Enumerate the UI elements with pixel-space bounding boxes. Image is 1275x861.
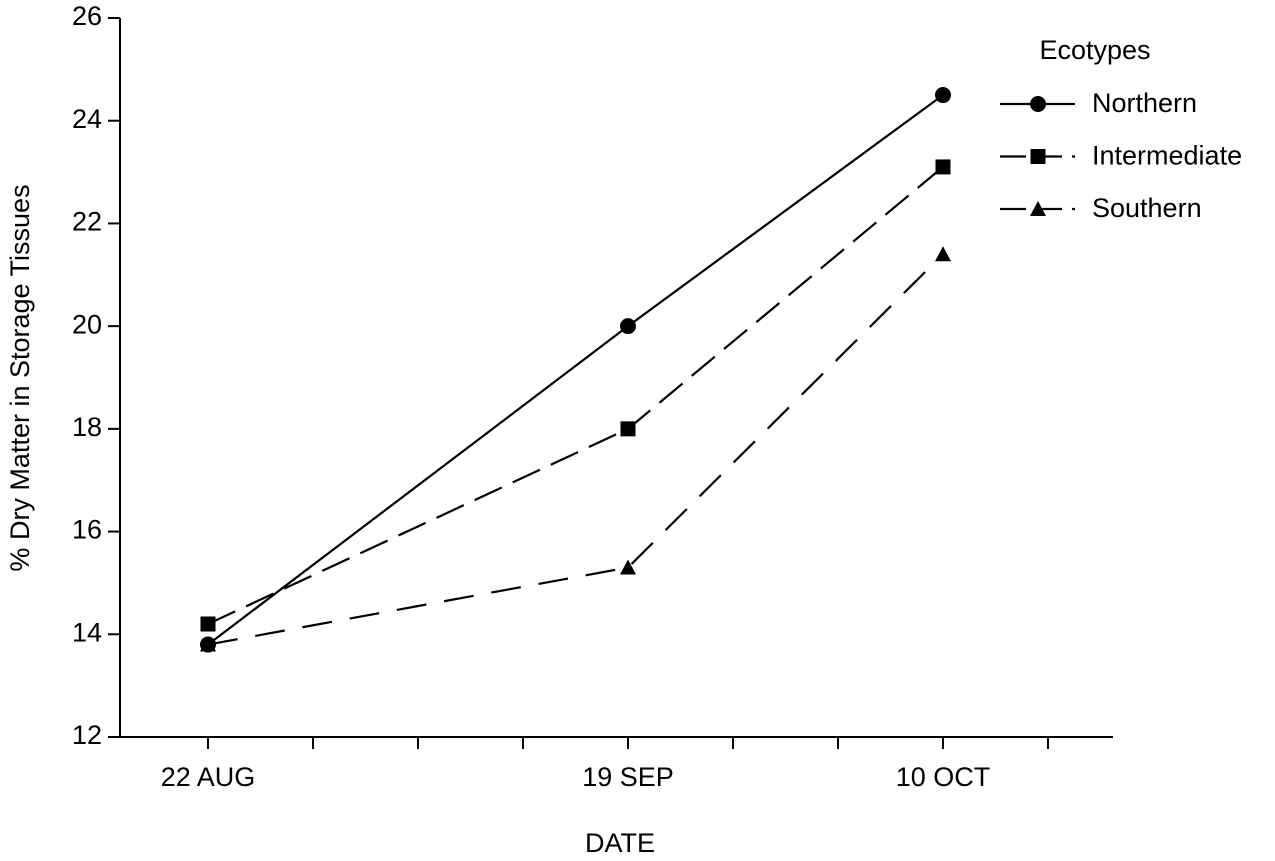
y-tick-label: 22 [72,207,102,237]
x-tick-label: 19 SEP [582,762,674,792]
y-tick-label: 26 [72,1,102,31]
data-point [200,616,216,632]
data-point [935,159,951,175]
legend-marker [1030,201,1046,216]
series-line [207,253,944,646]
y-tick-label: 16 [72,515,102,545]
y-axis-label: % Dry Matter in Storage Tissues [5,184,35,571]
data-point [200,636,216,652]
x-tick-label: 10 OCT [896,762,991,792]
y-tick-label: 24 [72,104,102,134]
y-tick-label: 14 [72,617,102,647]
legend-label: Intermediate [1092,141,1242,171]
data-point [620,559,636,575]
x-axis-label: DATE [585,828,655,858]
data-point [620,318,636,335]
x-tick-label: 22 AUG [161,762,256,792]
data-point [620,421,636,437]
data-point [935,246,951,262]
series-line [207,166,944,626]
legend-label: Southern [1092,193,1202,223]
y-tick-label: 18 [72,412,102,442]
series-line [207,94,944,646]
y-tick-label: 12 [72,720,102,750]
data-point [935,87,951,104]
legend-label: Northern [1092,88,1197,118]
legend-marker [1030,149,1046,164]
legend-marker [1030,96,1046,112]
y-tick-label: 20 [72,309,102,339]
legend-title: Ecotypes [1039,35,1150,65]
